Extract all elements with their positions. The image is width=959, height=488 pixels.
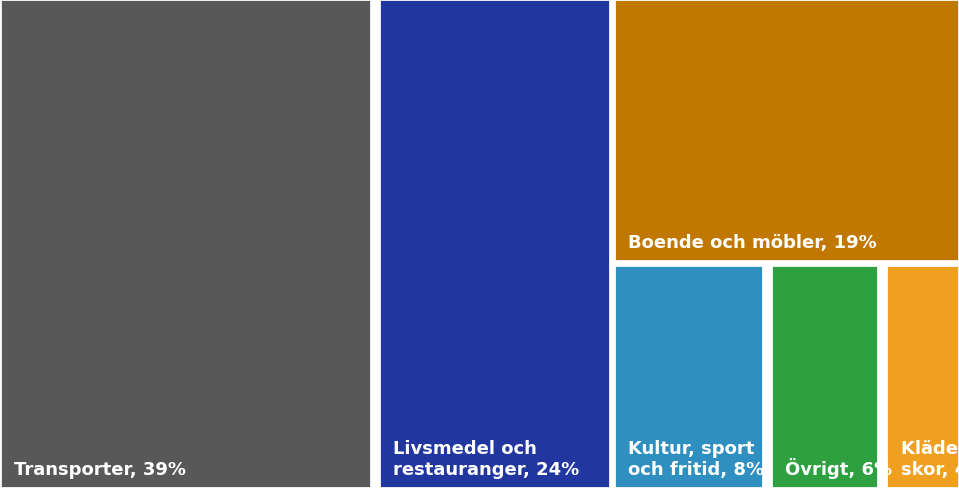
Bar	[0, 0, 371, 488]
Bar	[886, 265, 959, 488]
Text: Transporter, 39%: Transporter, 39%	[14, 460, 186, 478]
Text: Livsmedel och
restauranger, 24%: Livsmedel och restauranger, 24%	[393, 440, 579, 478]
Text: Kultur, sport
och fritid, 8%: Kultur, sport och fritid, 8%	[628, 440, 764, 478]
Text: Övrigt, 6%: Övrigt, 6%	[785, 457, 893, 478]
Bar	[379, 0, 610, 488]
Text: Boende och möbler, 19%: Boende och möbler, 19%	[628, 234, 877, 252]
Bar	[614, 265, 763, 488]
Bar	[771, 265, 878, 488]
Text: Kläder och
skor, 4%: Kläder och skor, 4%	[901, 440, 959, 478]
Bar	[614, 0, 959, 262]
